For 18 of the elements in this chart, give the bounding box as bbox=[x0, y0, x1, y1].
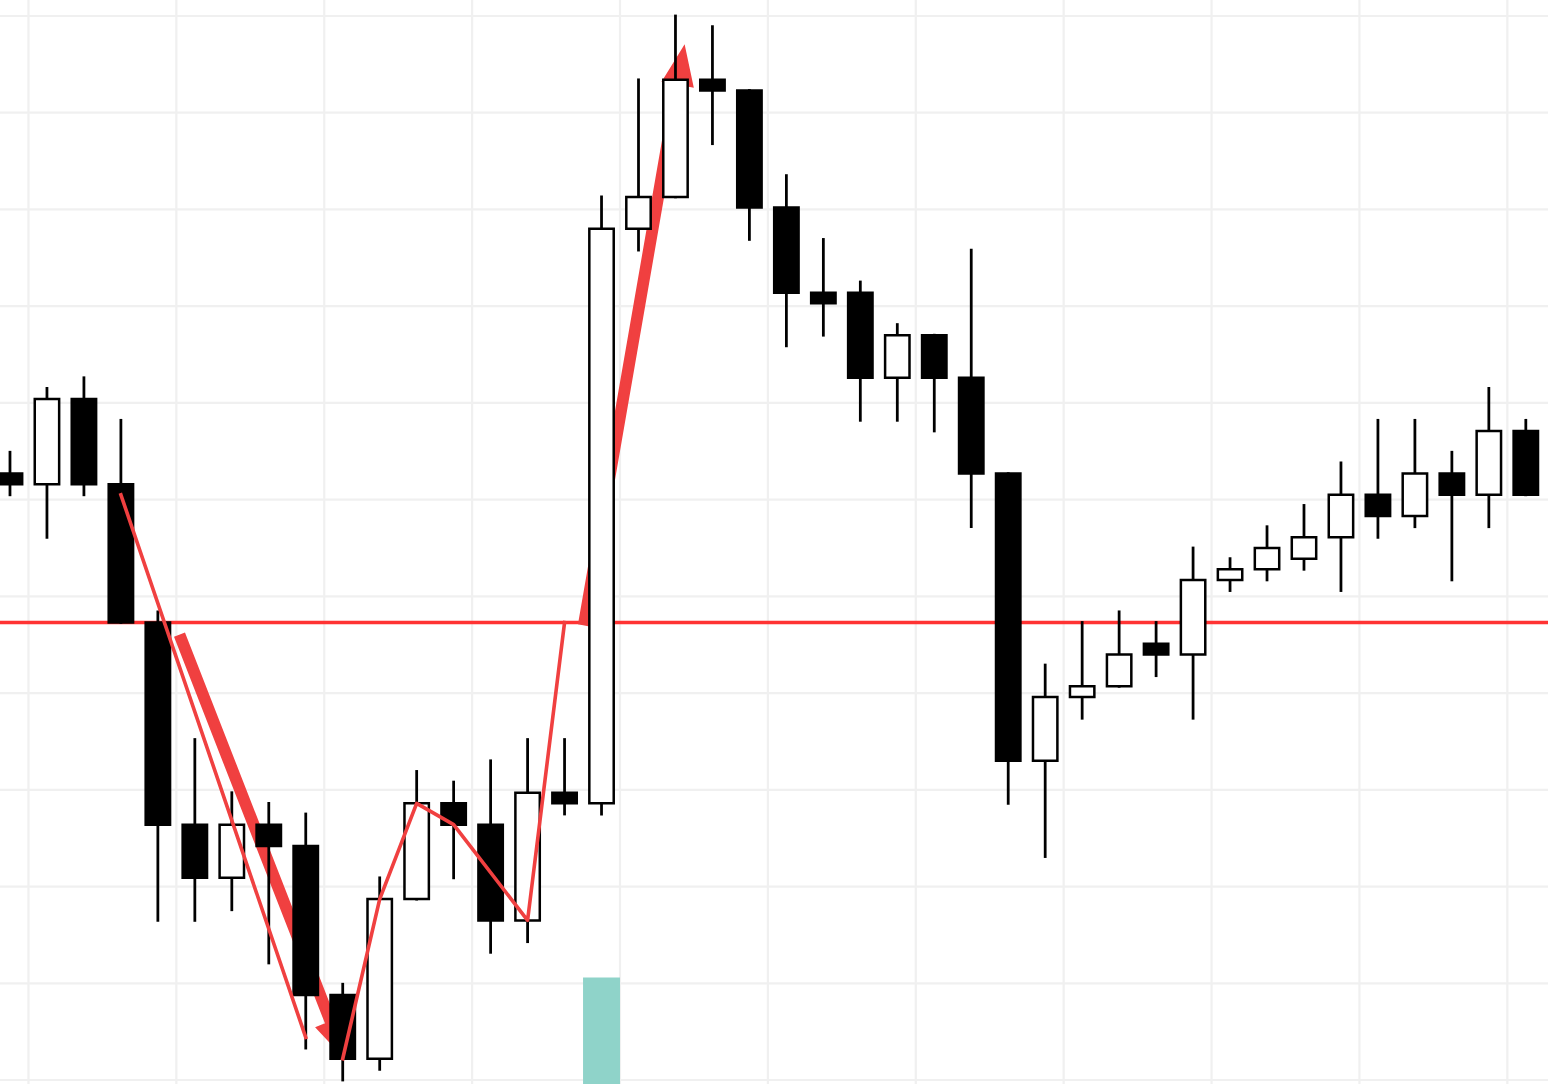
candlestick bbox=[1364, 418, 1392, 539]
candlestick bbox=[1068, 621, 1096, 720]
candlestick bbox=[1438, 450, 1466, 582]
candlestick bbox=[698, 25, 726, 146]
candlestick bbox=[440, 780, 468, 880]
candlestick bbox=[1105, 610, 1133, 688]
candlestick bbox=[1216, 557, 1244, 592]
candlestick bbox=[883, 323, 911, 422]
candlestick bbox=[551, 738, 579, 816]
candlestick bbox=[1401, 418, 1429, 529]
candlestick bbox=[625, 78, 652, 252]
candlestick bbox=[1253, 525, 1281, 582]
candlestick bbox=[255, 801, 283, 965]
candlestick bbox=[809, 238, 837, 337]
candlestick bbox=[1142, 621, 1170, 678]
candlestick bbox=[1290, 504, 1318, 571]
candlestick bbox=[1327, 461, 1355, 592]
candlestick bbox=[920, 333, 948, 433]
